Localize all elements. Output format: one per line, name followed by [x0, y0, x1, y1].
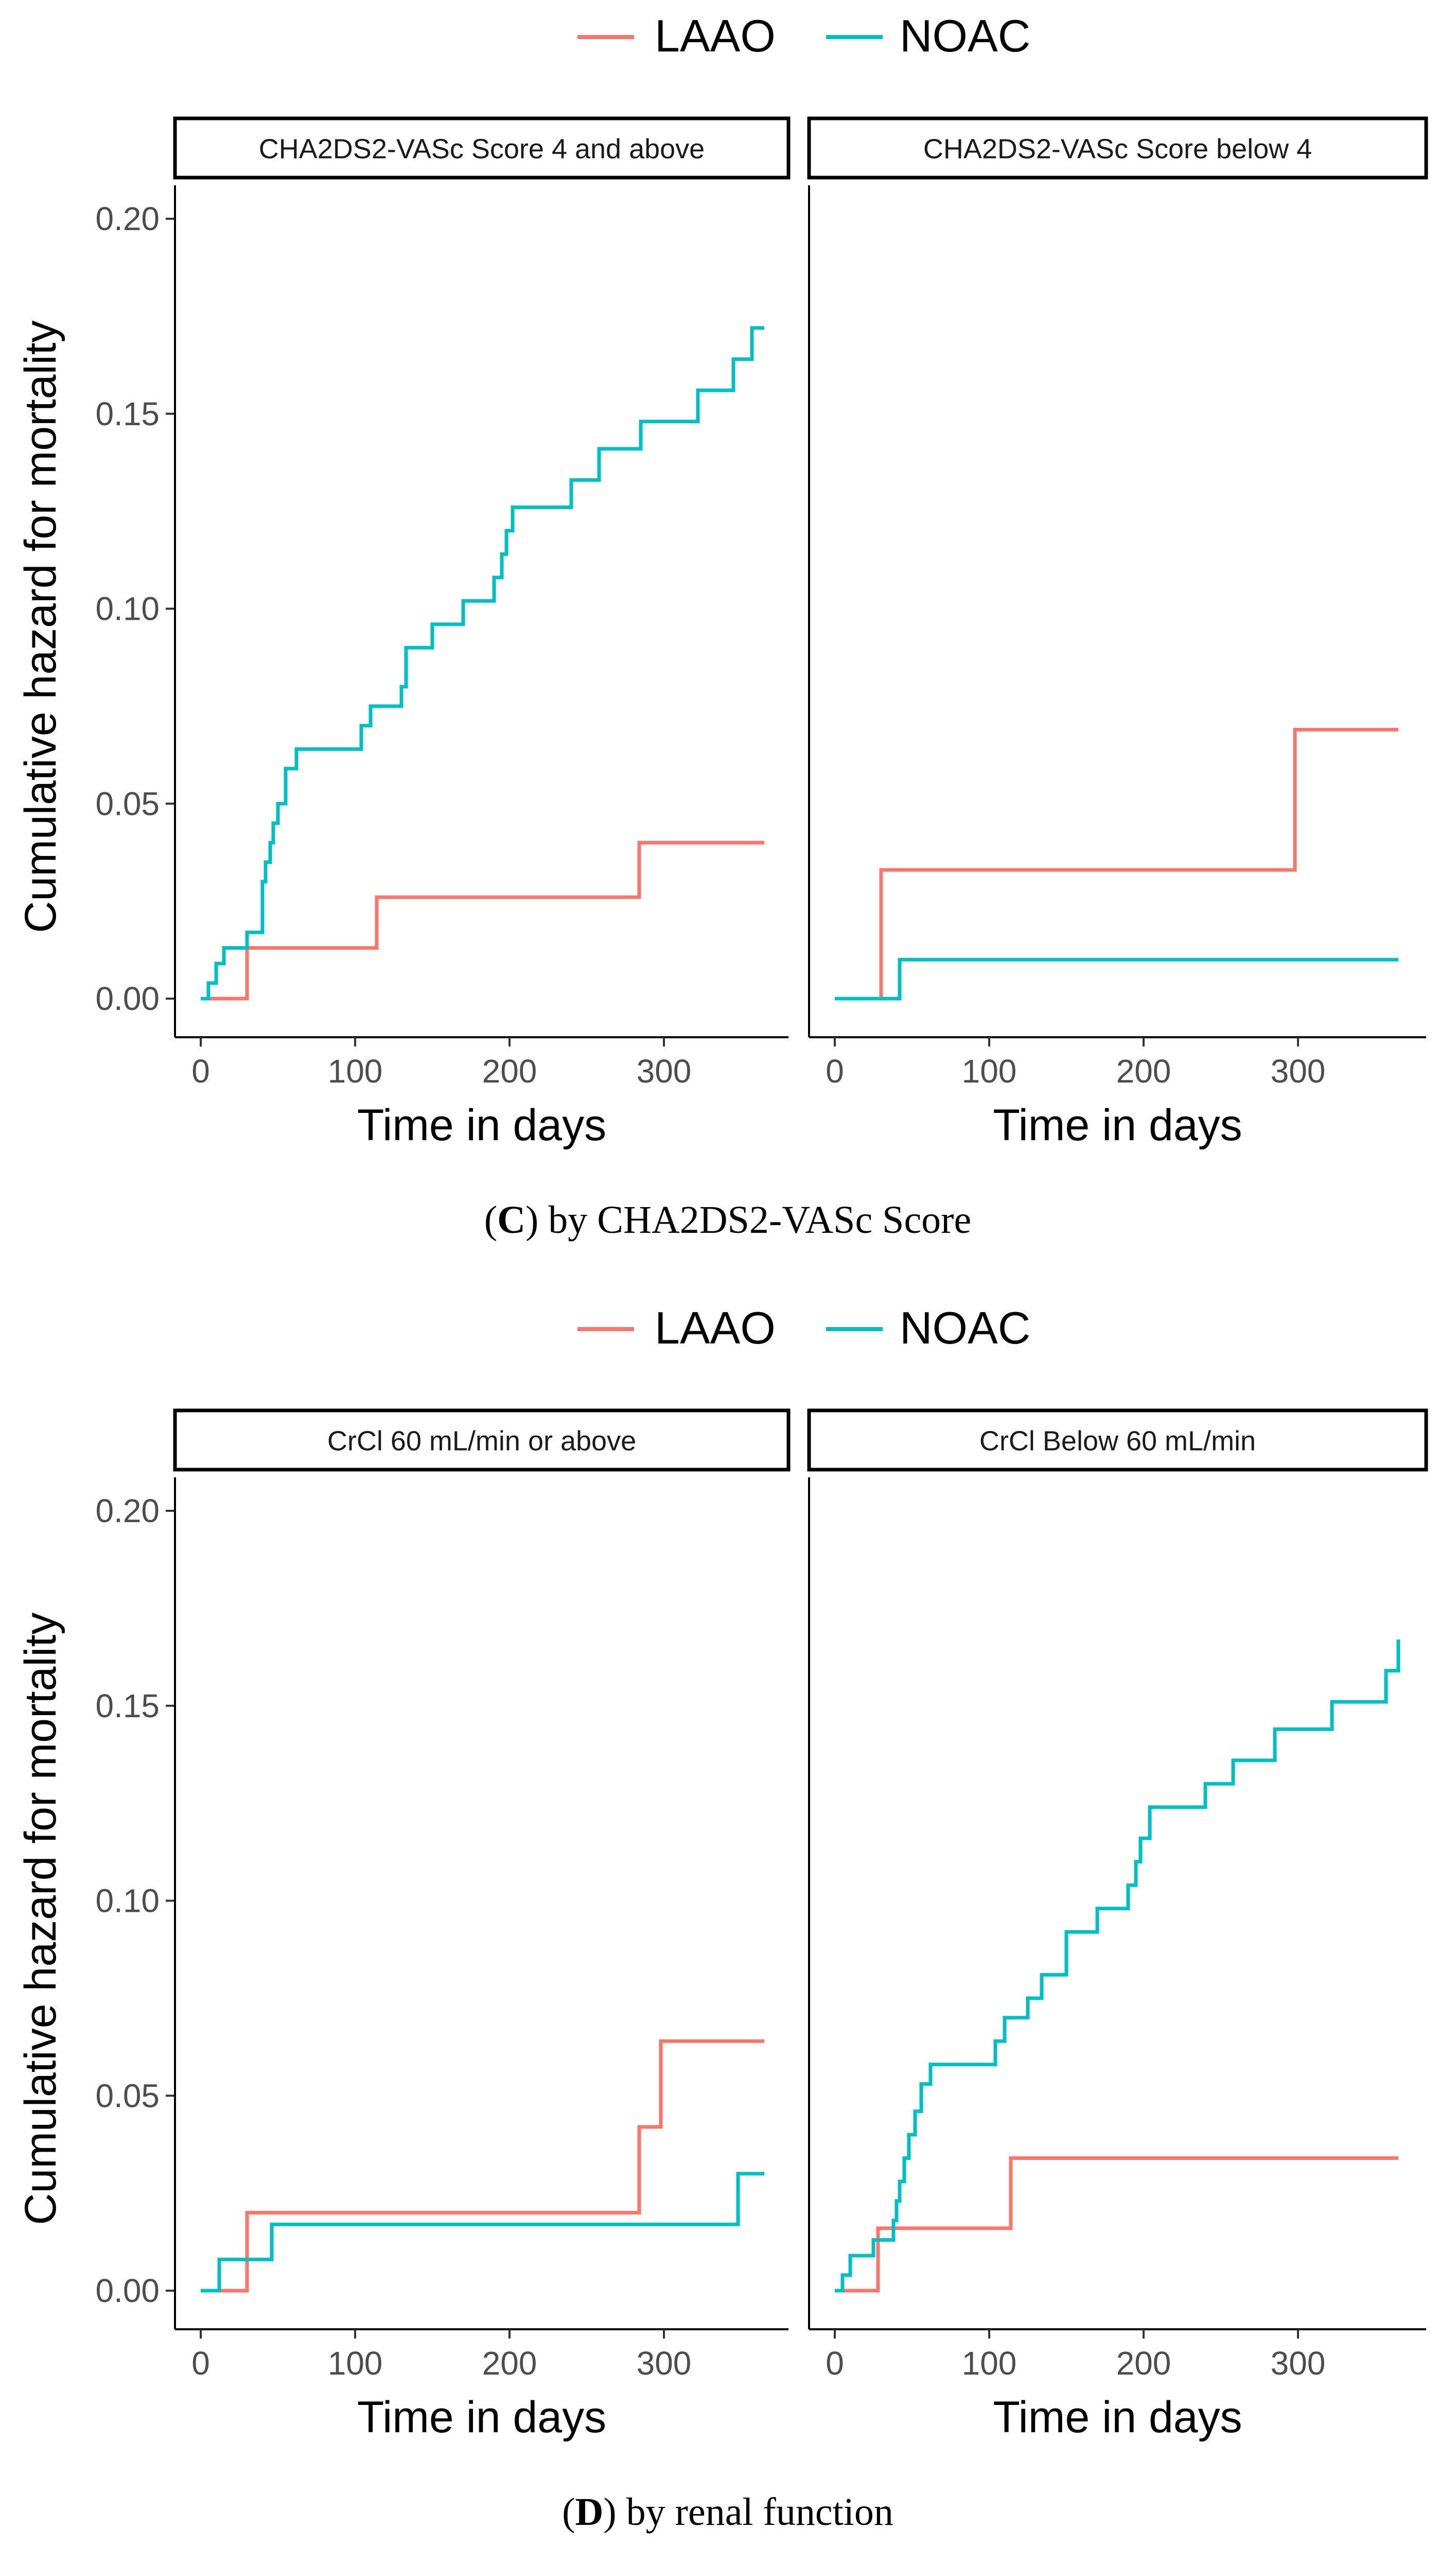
x-tick-label: 200	[1116, 1053, 1171, 1090]
y-axis-label: Cumulative hazard for mortality	[16, 1612, 65, 2225]
x-tick-label: 0	[826, 1053, 844, 1090]
y-tick-label: 0.15	[95, 1687, 160, 1724]
chart-C: LAAO NOAC Cumulative hazard for mortality 0…	[16, 10, 1428, 1242]
panel-strip	[173, 116, 791, 180]
figure-caption: (D) by renal function	[562, 2490, 893, 2534]
legend: LAAO NOAC	[577, 1302, 1030, 1353]
y-tick-label: 0.15	[95, 395, 160, 432]
y-tick-label: 0.00	[95, 2272, 160, 2309]
y-axis-label: Cumulative hazard for mortality	[16, 320, 65, 933]
series-line-noac	[835, 1639, 1400, 2293]
series-line-noac	[201, 2172, 764, 2293]
legend-label-noac: NOAC	[900, 10, 1030, 61]
caption-text: ) by renal function	[603, 2490, 893, 2534]
y-tick-label: 0.10	[95, 590, 160, 627]
x-tick-label: 300	[1271, 1053, 1326, 1090]
panel-2: CrCl Below 60 mL/min 0 100 200 300 Time in da…	[807, 1408, 1428, 2442]
panel-2: CHA2DS2-VASc Score below 4 0 100 200 300 Time…	[807, 116, 1428, 1150]
panel-title: CHA2DS2-VASc Score below 4	[923, 134, 1312, 165]
x-axis-label: Time in days	[357, 1101, 606, 1150]
caption-open: (	[562, 2490, 575, 2534]
series-line-noac	[835, 957, 1398, 1001]
caption-letter: D	[575, 2490, 603, 2534]
y-tick-label: 0.20	[95, 1492, 160, 1529]
panel-strip	[807, 1408, 1428, 1472]
x-tick-label: 200	[482, 1053, 537, 1090]
panel-title: CrCl 60 mL/min or above	[327, 1426, 636, 1457]
legend-label-laao: LAAO	[655, 1302, 776, 1353]
x-tick-label: 200	[1116, 2345, 1171, 2382]
x-tick-label: 100	[328, 2345, 383, 2382]
caption-open: (	[484, 1198, 497, 1242]
series-line-laao	[201, 841, 764, 1001]
x-axis-label: Time in days	[993, 1101, 1242, 1150]
y-tick-label: 0.10	[95, 1882, 160, 1920]
legend-label-noac: NOAC	[900, 1302, 1030, 1353]
x-tick-label: 300	[637, 2345, 692, 2382]
y-tick-label: 0.20	[95, 200, 160, 237]
caption-text: ) by CHA2DS2-VASc Score	[525, 1198, 971, 1242]
legend-label-laao: LAAO	[655, 10, 776, 61]
x-axis-label: Time in days	[993, 2393, 1242, 2442]
series-line-laao	[201, 2039, 764, 2293]
series-line-noac	[201, 326, 764, 1001]
panel-1: CHA2DS2-VASc Score 4 and above 0 100 200 300…	[173, 116, 791, 1150]
x-tick-label: 100	[962, 2345, 1017, 2382]
x-tick-label: 0	[826, 2345, 844, 2382]
x-tick-label: 0	[191, 1053, 210, 1090]
panel-strip	[173, 1408, 791, 1472]
caption-letter: C	[497, 1198, 525, 1242]
legend: LAAO NOAC	[577, 10, 1030, 61]
panel-strip	[807, 116, 1428, 180]
panel-1: CrCl 60 mL/min or above 0 100 200 300 Time in…	[173, 1408, 791, 2442]
y-tick-label: 0.05	[95, 785, 160, 822]
series-line-laao	[835, 2156, 1398, 2293]
y-tick-label: 0.00	[95, 980, 160, 1017]
x-axis-label: Time in days	[357, 2393, 606, 2442]
x-tick-label: 300	[637, 1053, 692, 1090]
x-tick-label: 200	[482, 2345, 537, 2382]
x-tick-label: 100	[328, 1053, 383, 1090]
x-tick-label: 0	[191, 2345, 210, 2382]
panel-title: CrCl Below 60 mL/min	[979, 1426, 1256, 1457]
x-tick-label: 100	[962, 1053, 1017, 1090]
figure-caption: (C) by CHA2DS2-VASc Score	[484, 1198, 971, 1242]
x-tick-label: 300	[1271, 2345, 1326, 2382]
y-tick-label: 0.05	[95, 2077, 160, 2114]
chart-D: LAAO NOAC Cumulative hazard for mortality 0…	[16, 1302, 1428, 2534]
panel-title: CHA2DS2-VASc Score 4 and above	[259, 134, 705, 165]
